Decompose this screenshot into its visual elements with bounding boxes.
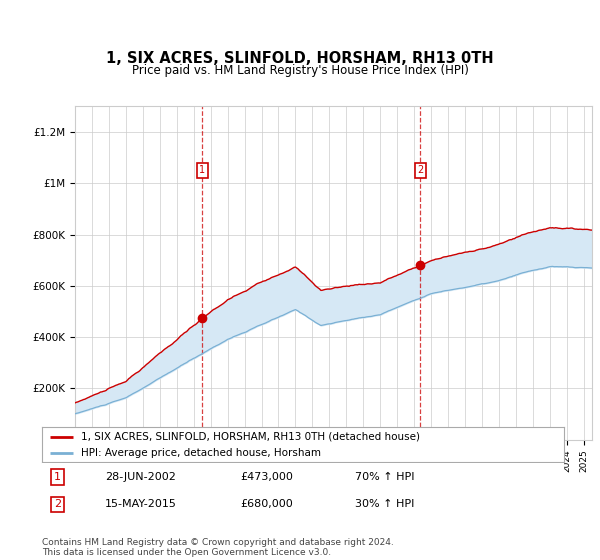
Text: 15-MAY-2015: 15-MAY-2015	[104, 500, 176, 509]
Text: 1, SIX ACRES, SLINFOLD, HORSHAM, RH13 0TH: 1, SIX ACRES, SLINFOLD, HORSHAM, RH13 0T…	[106, 50, 494, 66]
Text: Contains HM Land Registry data © Crown copyright and database right 2024.
This d: Contains HM Land Registry data © Crown c…	[42, 538, 394, 557]
Text: 1: 1	[199, 165, 205, 175]
Text: HPI: Average price, detached house, Horsham: HPI: Average price, detached house, Hors…	[81, 447, 321, 458]
Text: 70% ↑ HPI: 70% ↑ HPI	[355, 472, 415, 482]
Text: 1, SIX ACRES, SLINFOLD, HORSHAM, RH13 0TH (detached house): 1, SIX ACRES, SLINFOLD, HORSHAM, RH13 0T…	[81, 432, 420, 442]
Text: Price paid vs. HM Land Registry's House Price Index (HPI): Price paid vs. HM Land Registry's House …	[131, 64, 469, 77]
Text: £473,000: £473,000	[241, 472, 293, 482]
Text: 28-JUN-2002: 28-JUN-2002	[104, 472, 176, 482]
Text: £680,000: £680,000	[241, 500, 293, 509]
Text: 30% ↑ HPI: 30% ↑ HPI	[355, 500, 415, 509]
Text: 2: 2	[54, 500, 61, 509]
Text: 2: 2	[417, 165, 424, 175]
Text: 1: 1	[54, 472, 61, 482]
